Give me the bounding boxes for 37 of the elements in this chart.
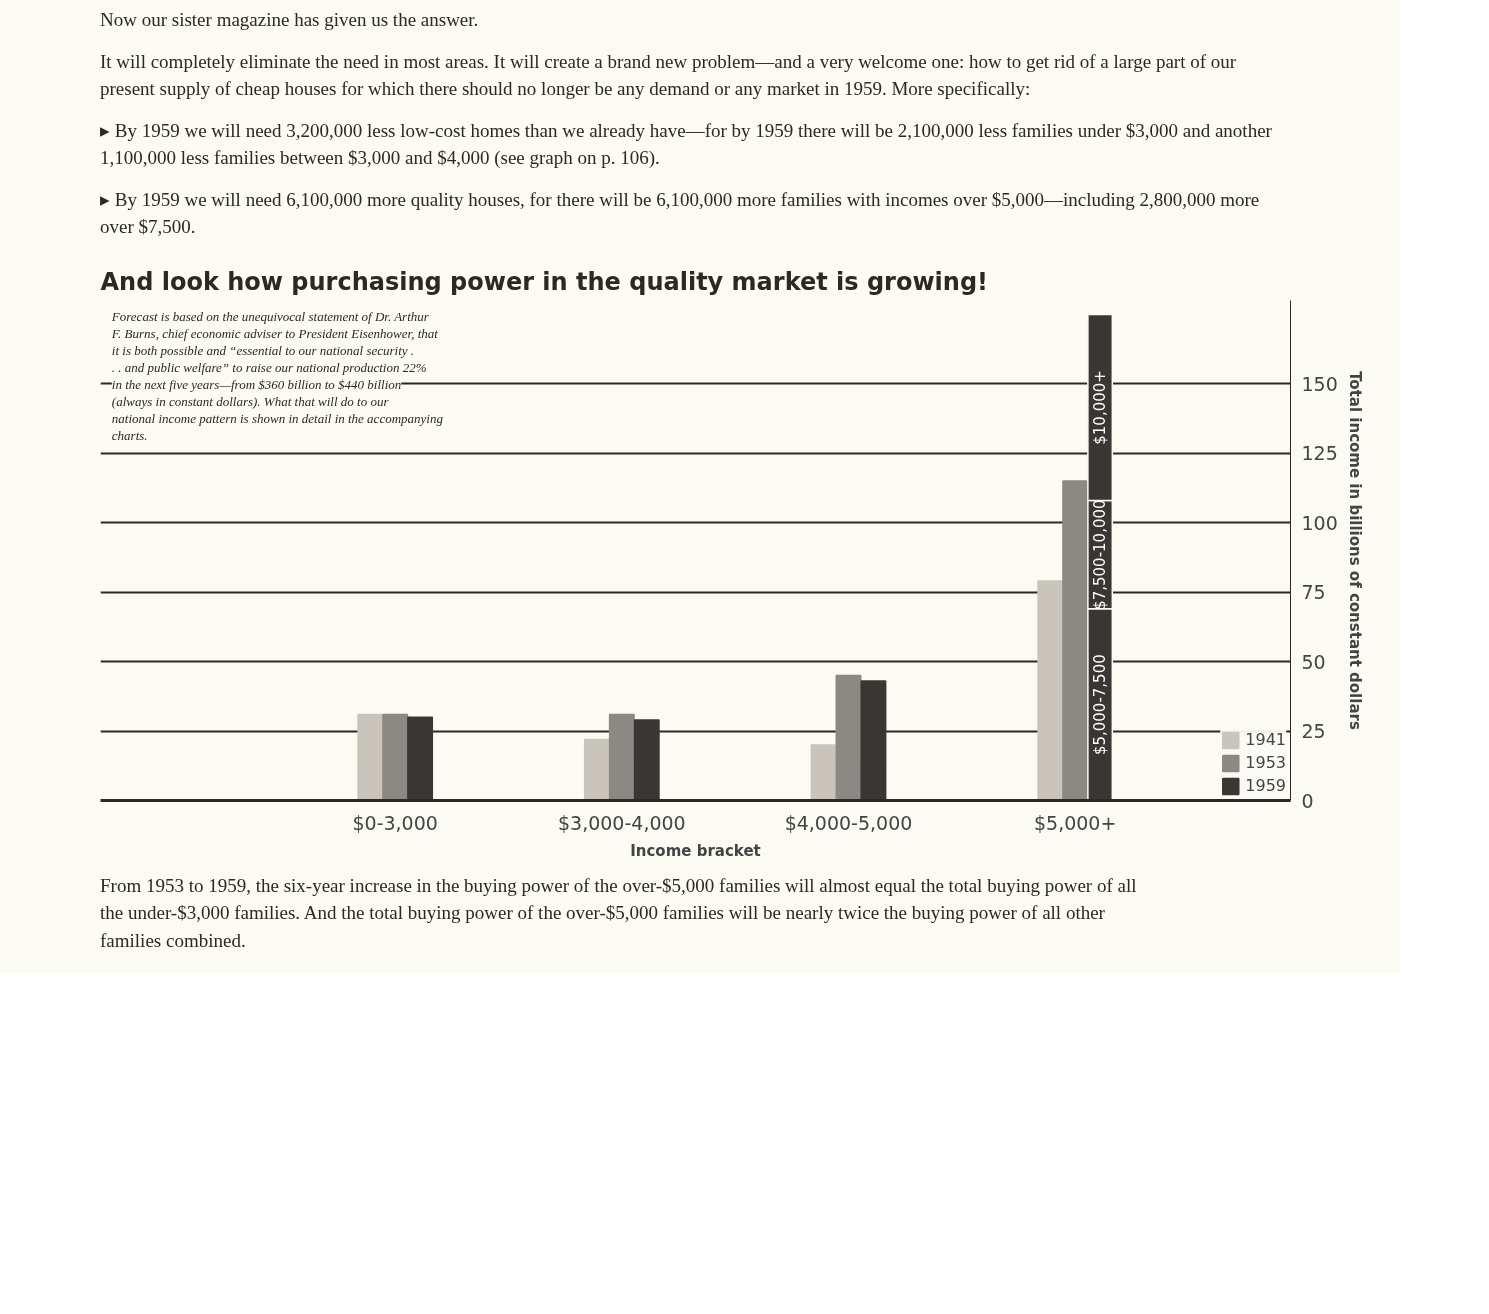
y-tick-label: 75 xyxy=(1301,580,1326,603)
bar xyxy=(835,674,862,801)
text: ▸ By 1959 we will need 6,100,000 more quality houses, for there will be 6,100,000 more families with incomes over $5,000—including 2,800,000 more over $7,500. xyxy=(100,187,1261,240)
legend-label: 1953 xyxy=(1245,753,1286,773)
bar xyxy=(407,716,434,801)
x-tick-label: $3,000-4,000 xyxy=(557,811,686,834)
bar xyxy=(382,713,409,801)
text: It will completely eliminate the need in most areas. It will create a brand new problem—and a very welcome one: how to get rid of a large part of our present supply of cheap houses for which there should no longer be any demand or any market in 1959. More specifically: xyxy=(100,49,1238,102)
text: ▸ By 1959 we will need 3,200,000 less low-cost homes than we already have—for by 1959 there will be 2,100,000 less families under $3,000 and another 1,100,000 less families between $3,000 and $4,000 (see graph on p. 106). xyxy=(100,118,1273,171)
y-tick-label: 25 xyxy=(1301,719,1326,742)
y-tick-label: 0 xyxy=(1301,789,1314,812)
bar xyxy=(1037,580,1064,801)
y-tick-label: 100 xyxy=(1301,511,1338,534)
legend-label: 1959 xyxy=(1245,776,1286,796)
x-axis-title: Income bracket xyxy=(630,841,761,860)
x-tick-label: $4,000-5,000 xyxy=(784,811,913,834)
bar xyxy=(1062,480,1089,801)
bar xyxy=(860,680,887,801)
series-label: $5,000-7,500 xyxy=(1091,654,1110,755)
chart-title: And look how purchasing power in the quality market is growing! xyxy=(100,267,989,296)
x-tick-label: $0-3,000 xyxy=(352,811,438,834)
y-axis-title: Total income in billions of constant dollars xyxy=(1345,370,1364,730)
series-label: $7,500-10,000 xyxy=(1091,499,1110,610)
bar xyxy=(633,719,660,801)
bar xyxy=(583,738,610,801)
y-tick-label: 50 xyxy=(1301,650,1326,673)
x-tick-label: $5,000+ xyxy=(1033,811,1117,834)
bar xyxy=(810,744,837,801)
text: Now our sister magazine has given us the answer. xyxy=(100,8,480,32)
y-tick-label: 125 xyxy=(1301,442,1338,465)
annotation: Forecast is based on the unequivocal statement of Dr. Arthur F. Burns, chief economic adviser to President Eisenhower, that it is both possible and “essential to our national security . . . and public welfare” to raise our national production 22% in the next five years—from $360 billion to $440 billion (always in constant dollars). What that will do to our national income pattern is shown in detail in the accompanying charts. xyxy=(110,308,444,443)
legend-label: 1941 xyxy=(1245,730,1286,750)
y-tick-label: 150 xyxy=(1301,372,1338,395)
text: From 1953 to 1959, the six-year increase in the buying power of the over-$5,000 families will almost equal the total buying power of all the under-$3,000 families. And the total buying power of the over-$5,000 families will be nearly twice the buying power of all other families combined. xyxy=(100,873,1138,953)
bar xyxy=(357,713,384,801)
bar xyxy=(608,713,635,801)
series-label: $10,000+ xyxy=(1091,369,1110,445)
